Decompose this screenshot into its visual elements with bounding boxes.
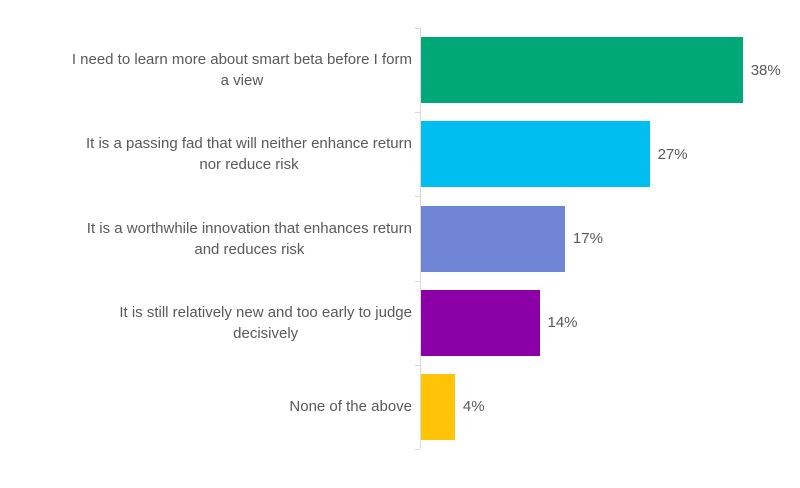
chart-row: It is a passing fad that will neither en… <box>0 112 800 196</box>
category-axis <box>420 28 421 449</box>
value-label: 4% <box>463 398 485 415</box>
category-label-cell: It is a passing fad that will neither en… <box>0 112 420 196</box>
category-label: It is a passing fad that will neither en… <box>86 133 412 175</box>
value-label: 38% <box>751 62 781 79</box>
value-label: 27% <box>658 146 688 163</box>
bar-cell: 17% <box>420 196 800 280</box>
bar <box>421 37 743 103</box>
value-label: 14% <box>548 314 578 331</box>
category-label-cell: It is still relatively new and too early… <box>0 281 420 365</box>
category-label-cell: None of the above <box>0 365 420 449</box>
category-label-cell: It is a worthwhile innovation that enhan… <box>0 196 420 280</box>
bar-cell: 4% <box>420 365 800 449</box>
axis-tick <box>415 449 420 450</box>
axis-tick <box>415 365 420 366</box>
value-label: 17% <box>573 230 603 247</box>
bar-cell: 27% <box>420 112 800 196</box>
axis-tick <box>415 281 420 282</box>
axis-tick <box>415 112 420 113</box>
bar <box>421 374 455 440</box>
chart-row: It is still relatively new and too early… <box>0 281 800 365</box>
category-label: None of the above <box>289 396 412 417</box>
category-label-cell: I need to learn more about smart beta be… <box>0 28 420 112</box>
category-label: It is a worthwhile innovation that enhan… <box>87 218 412 260</box>
chart-row: It is a worthwhile innovation that enhan… <box>0 196 800 280</box>
plot-area: I need to learn more about smart beta be… <box>0 28 800 449</box>
bar-chart: I need to learn more about smart beta be… <box>0 0 800 488</box>
chart-row: I need to learn more about smart beta be… <box>0 28 800 112</box>
category-label: I need to learn more about smart beta be… <box>72 49 412 91</box>
category-label: It is still relatively new and too early… <box>119 302 412 344</box>
bar <box>421 206 565 272</box>
axis-tick <box>415 28 420 29</box>
bar <box>421 290 540 356</box>
bar-cell: 14% <box>420 281 800 365</box>
chart-row: None of the above 4% <box>0 365 800 449</box>
bar <box>421 121 650 187</box>
axis-tick <box>415 196 420 197</box>
bar-cell: 38% <box>420 28 800 112</box>
